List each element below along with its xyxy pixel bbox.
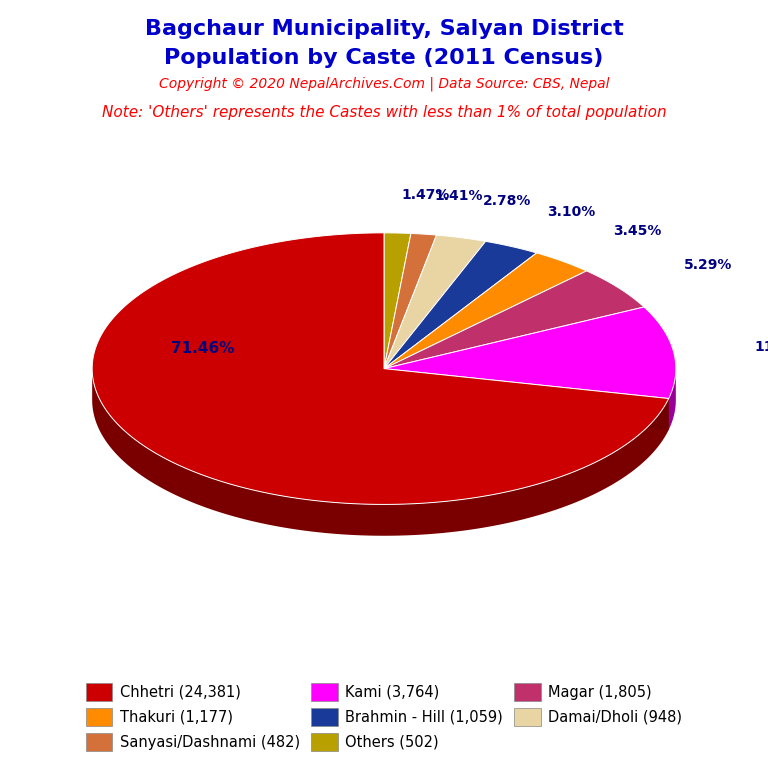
Text: Note: 'Others' represents the Castes with less than 1% of total population: Note: 'Others' represents the Castes wit…: [101, 105, 667, 121]
Text: Bagchaur Municipality, Salyan District: Bagchaur Municipality, Salyan District: [144, 19, 624, 39]
Text: 1.41%: 1.41%: [435, 190, 483, 204]
Polygon shape: [384, 369, 669, 430]
Polygon shape: [384, 233, 436, 369]
Text: 71.46%: 71.46%: [171, 341, 235, 356]
Legend: Chhetri (24,381), Thakuri (1,177), Sanyasi/Dashnami (482), Kami (3,764), Brahmin: Chhetri (24,381), Thakuri (1,177), Sanya…: [80, 677, 688, 757]
Text: 3.10%: 3.10%: [548, 205, 596, 220]
Polygon shape: [384, 235, 485, 369]
Text: 2.78%: 2.78%: [483, 194, 531, 208]
Polygon shape: [384, 271, 644, 369]
Polygon shape: [384, 369, 669, 430]
Text: Copyright © 2020 NepalArchives.Com | Data Source: CBS, Nepal: Copyright © 2020 NepalArchives.Com | Dat…: [159, 77, 609, 91]
Text: 3.45%: 3.45%: [613, 224, 661, 238]
Polygon shape: [384, 307, 676, 399]
Polygon shape: [384, 233, 411, 369]
Polygon shape: [384, 253, 587, 369]
Text: Population by Caste (2011 Census): Population by Caste (2011 Census): [164, 48, 604, 68]
Text: 5.29%: 5.29%: [684, 258, 733, 272]
Polygon shape: [92, 233, 669, 505]
Text: 1.47%: 1.47%: [401, 188, 449, 202]
Text: 11.03%: 11.03%: [755, 340, 768, 354]
Polygon shape: [669, 368, 676, 430]
Polygon shape: [92, 369, 669, 536]
Polygon shape: [384, 241, 537, 369]
